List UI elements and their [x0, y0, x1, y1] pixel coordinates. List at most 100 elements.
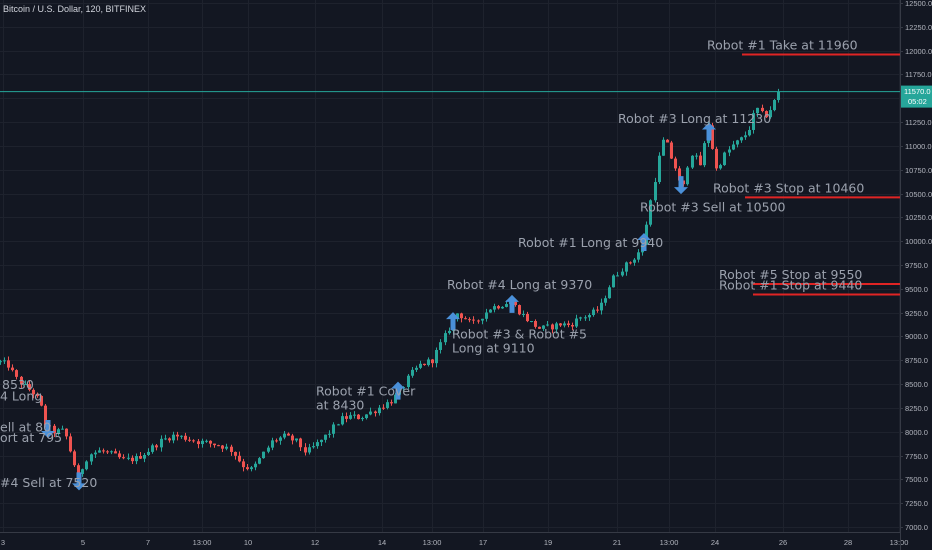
candle-up: [756, 107, 759, 114]
candle-down: [20, 376, 23, 385]
candle-down: [534, 321, 537, 327]
candle-up: [439, 342, 442, 350]
candle-down: [559, 323, 562, 326]
candle-up: [489, 309, 492, 313]
candle-down: [36, 394, 39, 396]
y-tick-label: 10250.0: [905, 213, 932, 222]
candle-up: [744, 135, 747, 138]
arrow-up-icon: [505, 294, 519, 313]
candle-down: [699, 155, 702, 166]
candle-down: [567, 323, 570, 326]
candle-up: [633, 259, 636, 263]
candle-up: [415, 367, 418, 370]
candle-down: [242, 461, 245, 468]
candle-down: [7, 360, 10, 368]
candle-up: [419, 363, 422, 368]
candle-up: [616, 275, 619, 277]
candle-up: [254, 463, 257, 468]
annotation-label: 8530: [2, 377, 34, 392]
candle-down: [526, 313, 529, 322]
candle-up: [645, 224, 648, 245]
candle-up: [777, 91, 780, 101]
x-tick-label: 3: [1, 538, 5, 547]
candle-down: [538, 326, 541, 329]
candle-down: [230, 446, 233, 452]
candle-up: [258, 458, 261, 464]
candle-up: [98, 450, 101, 453]
candle-up: [555, 323, 558, 330]
last-price-countdown: 05:02: [908, 97, 927, 106]
candle-down: [711, 125, 714, 149]
candle-up: [625, 262, 628, 272]
candle-down: [596, 309, 599, 311]
y-tick-label: 12250.0: [905, 23, 932, 32]
candle-up: [316, 442, 319, 447]
annotation-label: ort at 795: [0, 430, 62, 445]
candle-down: [11, 367, 14, 371]
candle-down: [715, 148, 718, 169]
candle-up: [180, 435, 183, 437]
candle-down: [15, 370, 18, 377]
candle-down: [131, 457, 134, 462]
x-tick-label: 10: [244, 538, 252, 547]
candle-up: [542, 325, 545, 329]
candle-down: [497, 306, 500, 309]
y-tick-label: 10000.0: [905, 237, 932, 246]
y-tick-label: 7250.0: [905, 499, 928, 508]
candle-down: [629, 262, 632, 264]
annotation-line: Robot #3 Long at 11230: [618, 111, 771, 126]
candle-up: [279, 437, 282, 441]
candle-up: [703, 143, 706, 166]
annotation-line: Robot #4 Long at 9370: [447, 277, 592, 292]
candle-up: [740, 137, 743, 141]
candle-down: [221, 445, 224, 449]
candle-up: [654, 182, 657, 201]
y-tick-label: 9750.0: [905, 261, 928, 270]
candle-down: [518, 305, 521, 315]
annotation-line: 8530: [2, 377, 34, 392]
candle-up: [160, 438, 163, 448]
candle-down: [382, 407, 385, 409]
candle-down: [431, 359, 434, 364]
candle-down: [102, 450, 105, 452]
candle-up: [637, 252, 640, 260]
candle-up: [147, 451, 150, 455]
candle-up: [271, 440, 274, 448]
candle-down: [40, 395, 43, 406]
candle-down: [213, 443, 216, 446]
candle-up: [225, 446, 228, 449]
candle-up: [649, 200, 652, 225]
annotation-line: Robot #1 Long at 9940: [518, 235, 663, 250]
arrow-up-icon: [446, 312, 460, 331]
candle-up: [328, 433, 331, 435]
candle-up: [332, 424, 335, 434]
candle-up: [584, 317, 587, 319]
candle-down: [234, 451, 237, 456]
candle-up: [135, 456, 138, 462]
candle-up: [600, 302, 603, 311]
candle-down: [287, 433, 290, 436]
candle-up: [732, 144, 735, 150]
candle-up: [283, 433, 286, 438]
candle-up: [456, 313, 459, 319]
candle-down: [477, 320, 480, 322]
candle-up: [546, 324, 549, 326]
candle-down: [168, 438, 171, 441]
annotation-label: Robot #3 Sell at 10500: [640, 200, 786, 215]
arrow-up-icon: [637, 232, 651, 251]
arrow-down-icon: [72, 472, 86, 491]
candle-up: [522, 313, 525, 315]
candle-down: [275, 440, 278, 442]
candle-up: [662, 139, 665, 156]
y-tick-label: 11250.0: [905, 118, 932, 127]
candle-up: [250, 467, 253, 470]
annotation-line: 4 Long: [0, 388, 42, 403]
candle-up: [695, 155, 698, 157]
candle-up: [621, 271, 624, 276]
level-label: Robot #5 Stop at 9550: [719, 267, 862, 282]
candle-up: [686, 167, 689, 185]
candle-up: [320, 439, 323, 443]
candle-up: [94, 452, 97, 455]
candle-down: [77, 465, 80, 475]
candle-down: [106, 451, 109, 453]
